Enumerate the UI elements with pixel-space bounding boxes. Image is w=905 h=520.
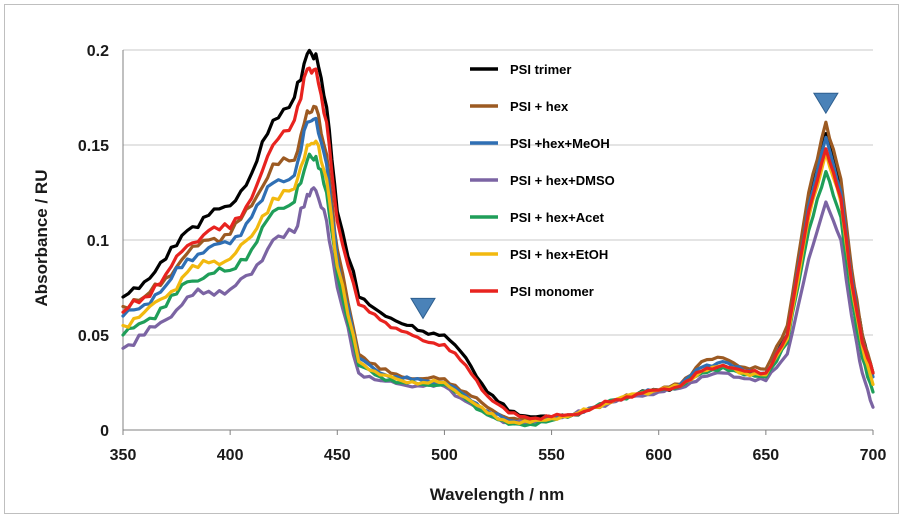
chart-frame xyxy=(4,4,899,514)
legend-label: PSI + hex+Acet xyxy=(510,210,605,225)
legend-label: PSI + hex+EtOH xyxy=(510,247,608,262)
legend-label: PSI trimer xyxy=(510,62,571,77)
y-tick-label: 0.1 xyxy=(87,233,109,250)
legend: PSI trimer PSI + hex PSI +hex+MeOH PSI + he… xyxy=(470,62,615,299)
legend-label: PSI + hex+DMSO xyxy=(510,173,615,188)
series-line xyxy=(121,139,875,425)
x-tick-label: 450 xyxy=(324,447,351,464)
x-tick-label: 650 xyxy=(753,447,780,464)
y-axis-title: Absorbance / RU xyxy=(32,170,51,307)
series-line xyxy=(121,66,875,421)
y-tick-label: 0.2 xyxy=(87,43,109,60)
y-tick-label: 0 xyxy=(100,423,109,440)
y-tick-labels: 0 0.05 0.1 0.15 0.2 xyxy=(78,43,109,440)
legend-label: PSI +hex+MeOH xyxy=(510,136,610,151)
x-axis-title: Wavelength / nm xyxy=(430,485,564,504)
peak-markers xyxy=(410,92,839,320)
x-tick-labels: 350 400 450 500 550 600 650 700 xyxy=(110,447,887,464)
x-tick-label: 500 xyxy=(431,447,458,464)
legend-label: PSI monomer xyxy=(510,284,594,299)
grid-lines xyxy=(122,49,874,435)
x-tick-label: 350 xyxy=(110,447,137,464)
x-tick-label: 400 xyxy=(217,447,244,464)
legend-label: PSI + hex xyxy=(510,99,569,114)
peak-marker-triangle xyxy=(812,92,839,115)
series-lines xyxy=(121,48,875,428)
y-tick-label: 0.05 xyxy=(78,328,109,345)
peak-marker-triangle xyxy=(410,297,436,320)
x-tick-label: 700 xyxy=(860,447,887,464)
x-tick-label: 600 xyxy=(645,447,672,464)
y-tick-label: 0.15 xyxy=(78,138,109,155)
x-tick-label: 550 xyxy=(538,447,565,464)
